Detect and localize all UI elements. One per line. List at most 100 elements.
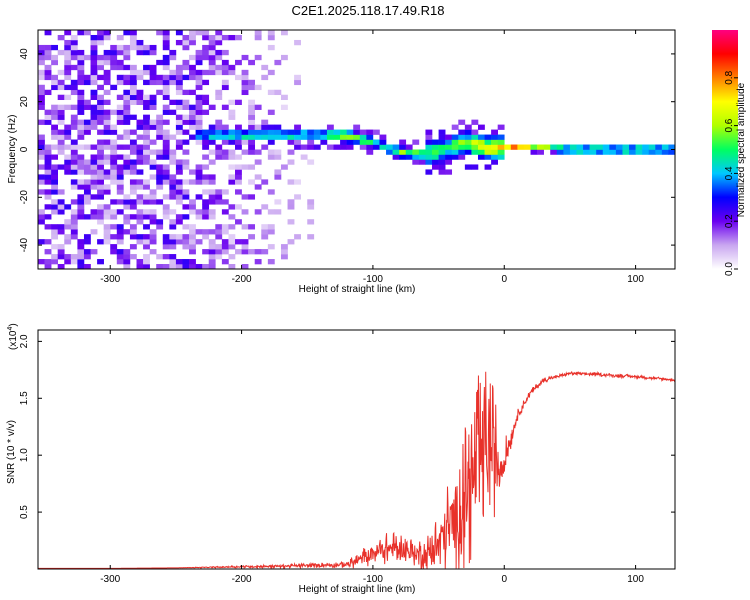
spectrogram-cell (110, 44, 118, 51)
spectrogram-cell (182, 234, 190, 240)
spectrogram-cell (215, 129, 223, 135)
spectrogram-cell (116, 104, 124, 110)
spectrogram-cell (425, 134, 433, 140)
spectrogram-cell (129, 229, 137, 235)
spectrogram-cell (77, 104, 85, 110)
spectrogram-cell (162, 154, 170, 160)
spectrogram-cell (90, 49, 98, 56)
spectrogram-cell (97, 259, 104, 265)
spectrogram-cell (294, 194, 301, 200)
spectrogram-cell (136, 149, 144, 155)
spectrogram-cell (116, 224, 124, 230)
spectrogram-cell (38, 174, 45, 180)
spectrogram-cell (110, 124, 118, 130)
spectrogram-cell (280, 164, 288, 170)
spectrogram-cell (38, 189, 45, 195)
spectrogram-cell (70, 229, 78, 235)
spectrogram-cell (267, 209, 275, 215)
spectrogram-cell (366, 134, 374, 140)
spectrogram-cell (648, 149, 656, 155)
spectrogram-cell (274, 174, 282, 180)
spectrogram-cell (169, 239, 177, 245)
spectrogram-cell (550, 144, 558, 150)
spectrogram-cell (399, 139, 407, 145)
spectrogram-cell (451, 124, 459, 130)
spectrogram-cell (550, 149, 558, 155)
spectrogram-cell (136, 194, 144, 200)
spectrogram-cell (189, 249, 196, 255)
spectrogram-cell (261, 229, 269, 235)
spectrogram-cell (189, 134, 196, 140)
spectrogram-cell (221, 69, 229, 76)
spectrogram-cell (156, 134, 164, 140)
spectrogram-cell (70, 79, 78, 86)
spectrogram-cell (189, 124, 196, 130)
spectrogram-cell (44, 264, 52, 270)
spectrogram-cell (202, 99, 210, 105)
spectrogram-cell (175, 169, 183, 175)
spectrogram-cell (77, 249, 85, 255)
spectrogram-cell (248, 164, 256, 170)
spectrogram-cell (77, 244, 85, 250)
spectrogram-cell (136, 89, 144, 96)
spectrogram-cell (110, 199, 118, 205)
spectrogram-cell (497, 139, 505, 145)
spectrogram-cell (143, 149, 150, 155)
spectrogram-cell (195, 179, 203, 185)
spectrogram-cell (123, 229, 131, 235)
spectrogram-cell (477, 139, 485, 145)
spectrogram-cell (110, 169, 118, 175)
spectrogram-cell (537, 149, 544, 155)
spectrogram-cell (202, 214, 210, 220)
spectrogram-cell (116, 34, 124, 41)
spectrogram-cell (235, 154, 242, 160)
spectrogram-cell (175, 194, 183, 200)
spectrogram-cell (123, 169, 131, 175)
spectrogram-cell (70, 154, 78, 160)
spectrogram-cell (228, 139, 236, 145)
spectrogram-cell (64, 69, 72, 76)
spectrogram-cell (129, 169, 137, 175)
spectrogram-cell (116, 229, 124, 235)
spectrogram-cell (432, 164, 439, 170)
spectrogram-cell (208, 174, 216, 180)
spectrogram-cell (576, 149, 584, 155)
spectrogram-cell (44, 44, 52, 51)
spectrogram-cell (70, 89, 78, 96)
spectrogram-cell (175, 124, 183, 130)
spectrogram-cell (103, 34, 111, 41)
spectrogram-cell (189, 229, 196, 235)
spectrogram-cell (228, 129, 236, 135)
spectrogram-cell (103, 59, 111, 66)
spectrogram-cell (110, 209, 118, 215)
spectrogram-cell (221, 149, 229, 155)
spectrogram-cell (189, 109, 196, 115)
spectrogram-cell (143, 194, 150, 200)
spectrogram-cell (267, 129, 275, 135)
spectrogram-cell (136, 39, 144, 46)
spectrogram-cell (44, 114, 52, 120)
colorbar-label: Normalized spectral amplitude (736, 82, 747, 217)
spectrogram-cell (517, 144, 525, 150)
spectrogram-cell (228, 69, 236, 76)
spectrogram-cell (90, 79, 98, 86)
spectrogram-cell (254, 174, 262, 180)
spectrogram-cell (97, 119, 104, 125)
spectrogram-cell (491, 129, 498, 135)
spectrogram-cell (221, 224, 229, 230)
spectrogram-cell (261, 129, 269, 135)
spectrogram-cell (228, 109, 236, 115)
spectrogram-cell (149, 194, 157, 200)
spectrogram-cell (267, 139, 275, 145)
spectrogram-cell (182, 119, 190, 125)
spectrogram-cell (195, 49, 203, 56)
spectrogram-cell (221, 239, 229, 245)
spectrogram-cell (103, 54, 111, 61)
spectrogram-cell (143, 124, 150, 130)
spectrogram-cell (77, 119, 85, 125)
spectrogram-cell (175, 219, 183, 225)
spectrogram-cell (70, 159, 78, 165)
spectrogram-cell (189, 114, 196, 120)
spectrogram-cell (51, 164, 58, 170)
spectrogram-cell (458, 154, 466, 160)
